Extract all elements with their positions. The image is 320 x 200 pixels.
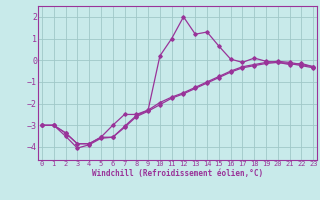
X-axis label: Windchill (Refroidissement éolien,°C): Windchill (Refroidissement éolien,°C) (92, 169, 263, 178)
